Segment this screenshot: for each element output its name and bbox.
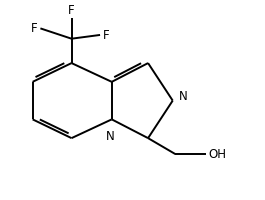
Text: F: F [68, 4, 75, 17]
Text: N: N [179, 90, 188, 103]
Text: N: N [106, 130, 115, 143]
Text: F: F [31, 22, 38, 35]
Text: OH: OH [209, 148, 227, 161]
Text: F: F [103, 29, 109, 42]
